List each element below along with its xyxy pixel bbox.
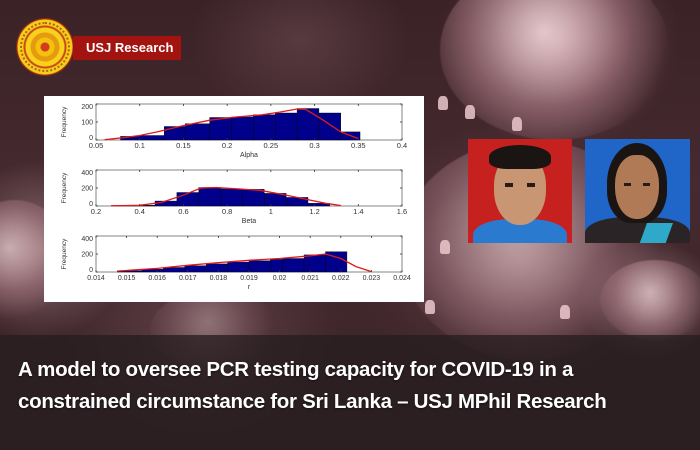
- x-tick-label: 0.2: [91, 207, 101, 216]
- researcher-male-portrait: [468, 139, 572, 243]
- virus-spike-icon: [512, 117, 522, 131]
- headline-line-1: A model to oversee PCR testing capacity …: [18, 358, 574, 381]
- face: [615, 155, 659, 219]
- histogram-bar: [248, 260, 271, 273]
- university-seal-icon: [17, 19, 73, 75]
- fit-curve-line: [117, 253, 372, 273]
- y-tick-label: 200: [81, 186, 93, 193]
- brand-badge: USJ Research: [73, 36, 181, 60]
- histogram-bar: [176, 192, 199, 207]
- virus-spike-icon: [560, 305, 570, 319]
- researcher-female-portrait: [585, 139, 690, 243]
- histogram-bar: [205, 263, 228, 273]
- headline-line-2: constrained circumstance for Sri Lanka –…: [18, 390, 607, 413]
- x-tick-label: 0.35: [351, 141, 366, 150]
- x-tick-label: 0.02: [273, 275, 287, 282]
- y-tick-label: 200: [81, 104, 93, 111]
- histogram-bar: [198, 187, 221, 207]
- y-axis-label: Frequency: [61, 106, 68, 137]
- x-tick-label: 0.1: [134, 141, 144, 150]
- fit-curve-line: [104, 108, 359, 141]
- virus-spike-icon: [438, 96, 448, 110]
- x-axis-label: Beta: [242, 218, 257, 225]
- histogram-bar: [296, 108, 320, 141]
- histogram-bar: [264, 193, 287, 207]
- y-tick-label: 0: [89, 267, 93, 274]
- y-tick-label: 400: [81, 170, 93, 177]
- x-tick-label: 0.022: [332, 275, 350, 282]
- y-axis-label: Frequency: [61, 238, 68, 269]
- x-axis-label: r: [248, 284, 251, 291]
- x-tick-label: 0.05: [89, 141, 104, 150]
- virus-spike-icon: [465, 105, 475, 119]
- histogram-bar: [220, 188, 243, 207]
- y-tick-label: 0: [89, 135, 93, 142]
- x-tick-label: 0.023: [363, 275, 381, 282]
- x-tick-label: 0.018: [210, 275, 228, 282]
- x-tick-label: 1: [269, 207, 273, 216]
- histogram-bar: [307, 203, 331, 207]
- hair: [489, 145, 551, 169]
- histogram-figure: 0.05 0.1 0.15 0.2 0.25 0.3 0.35 0.40100200Alpha…: [61, 103, 411, 291]
- title-band: [0, 335, 700, 450]
- histogram-bar: [303, 254, 326, 273]
- eyes: [505, 183, 535, 187]
- x-tick-label: 1.6: [397, 207, 407, 216]
- x-tick-label: 1.2: [309, 207, 319, 216]
- x-tick-label: 0.6: [178, 207, 188, 216]
- eyes: [624, 183, 650, 186]
- x-tick-label: 0.019: [240, 275, 258, 282]
- x-tick-label: 0.4: [397, 141, 407, 150]
- y-tick-label: 200: [81, 252, 93, 259]
- histogram-bar: [253, 114, 276, 141]
- y-tick-label: 0: [89, 201, 93, 208]
- virus-spike-icon: [425, 300, 435, 314]
- histogram-bar: [231, 116, 254, 141]
- x-tick-label: 0.021: [301, 275, 319, 282]
- histogram-bar: [139, 135, 165, 141]
- x-tick-label: 0.3: [309, 141, 319, 150]
- histogram-bar: [209, 117, 232, 141]
- y-tick-label: 100: [81, 120, 93, 127]
- histogram-bar: [282, 258, 305, 273]
- histogram-bar: [163, 267, 185, 273]
- x-axis-label: Alpha: [240, 152, 258, 159]
- histogram-bar: [270, 259, 283, 273]
- x-tick-label: 0.017: [179, 275, 197, 282]
- histogram-bar: [242, 189, 265, 207]
- histogram-bar: [184, 123, 210, 141]
- fit-curve-line: [111, 186, 341, 207]
- x-tick-label: 0.4: [134, 207, 144, 216]
- article-headline[interactable]: A model to oversee PCR testing capacity …: [18, 354, 688, 418]
- histogram-bar: [227, 261, 250, 273]
- x-tick-label: 0.024: [393, 275, 411, 282]
- x-tick-label: 0.8: [222, 207, 232, 216]
- y-tick-label: 400: [81, 236, 93, 243]
- x-tick-label: 0.015: [118, 275, 136, 282]
- x-tick-label: 0.15: [176, 141, 191, 150]
- histogram-panel: 0.05 0.1 0.15 0.2 0.25 0.3 0.35 0.4 0 100 200 Alpha…: [44, 96, 424, 302]
- histogram-bar: [275, 112, 298, 141]
- x-tick-label: 0.014: [87, 275, 105, 282]
- x-tick-label: 0.016: [148, 275, 166, 282]
- histogram-bar: [154, 200, 178, 207]
- x-tick-label: 0.25: [264, 141, 279, 150]
- virus-decoration-icon: [600, 260, 700, 340]
- virus-spike-icon: [440, 240, 450, 254]
- y-axis-label: Frequency: [61, 172, 68, 203]
- virus-decoration-icon: [440, 0, 670, 140]
- x-tick-label: 1.4: [353, 207, 363, 216]
- histogram-bar: [163, 126, 186, 141]
- seal-ring: [20, 22, 70, 72]
- x-tick-label: 0.2: [222, 141, 232, 150]
- histogram-bar: [318, 112, 342, 141]
